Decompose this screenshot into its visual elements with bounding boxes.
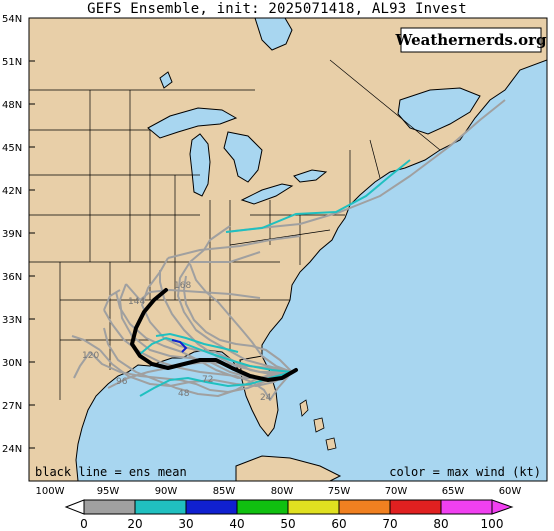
forecast-hour-label: 96	[116, 377, 128, 387]
colorbar-segment	[338, 499, 391, 515]
colorbar-tick: 70	[382, 517, 397, 531]
lake-superior	[147, 107, 238, 139]
lon-label: 60W	[499, 486, 522, 497]
colorbar-tick: 20	[127, 517, 142, 531]
colorbar-segment	[440, 499, 493, 515]
forecast-hour-label: 120	[82, 351, 99, 361]
colorbar-segment	[83, 499, 136, 515]
colorbar-tick: 80	[433, 517, 448, 531]
lat-label: 42N	[2, 186, 22, 197]
forecast-hour-label: 168	[174, 281, 191, 291]
lat-label: 30N	[2, 358, 22, 369]
graticule-ticks	[29, 18, 35, 449]
watermark-text: Weathernerds.org	[394, 31, 547, 49]
bahamas-land	[299, 399, 337, 451]
forecast-hour-label: 48	[178, 389, 190, 399]
map-frame	[28, 17, 548, 482]
lon-label: 85W	[213, 486, 236, 497]
cuba-land	[235, 455, 342, 481]
watermark-box	[400, 27, 542, 53]
colorbar-tick: 60	[331, 517, 346, 531]
colorbar-tick: 30	[178, 517, 193, 531]
lon-label: 80W	[271, 486, 294, 497]
lon-label: 65W	[442, 486, 465, 497]
ensemble-mean-track	[130, 288, 298, 382]
forecast-hour-label: 72	[202, 375, 213, 385]
forecast-hour-label: 24	[260, 393, 272, 403]
lon-label: 75W	[328, 486, 351, 497]
lake-huron	[223, 131, 263, 183]
lat-label: 51N	[2, 57, 22, 68]
lat-label: 45N	[2, 143, 22, 154]
max-wind-legend: color = max wind (kt)	[389, 465, 541, 479]
colorbar-segment	[185, 499, 238, 515]
lon-label: 70W	[385, 486, 408, 497]
lon-label: 100W	[36, 486, 65, 497]
colorbar-segment	[287, 499, 340, 515]
lake-erie	[240, 183, 294, 205]
colorbar-tick: 50	[280, 517, 295, 531]
lat-label: 54N	[2, 14, 22, 25]
gulf-st-lawrence	[397, 87, 481, 135]
ens-mean-legend: black line = ens mean	[35, 465, 187, 479]
lat-label: 36N	[2, 272, 22, 283]
lake-ontario	[293, 169, 328, 183]
lon-label: 90W	[155, 486, 178, 497]
map-title: GEFS Ensemble, init: 2025071418, AL93 In…	[87, 1, 467, 17]
lat-label: 48N	[2, 100, 22, 111]
colorbar-segment	[236, 499, 289, 515]
colorbar-tick: 40	[229, 517, 244, 531]
lake-michigan	[189, 133, 211, 197]
wind-colorbar: 0 20 30 40 50 60 70 80 100	[64, 499, 514, 531]
lake-nipigon	[159, 71, 173, 89]
lon-label: 95W	[97, 486, 120, 497]
colorbar-max-arrow	[491, 499, 514, 515]
colorbar-tick: 0	[80, 517, 88, 531]
james-bay	[254, 18, 293, 51]
lat-label: 39N	[2, 229, 22, 240]
lat-label: 24N	[2, 444, 22, 455]
forecast-hour-label: 144	[128, 297, 145, 307]
colorbar-segment	[389, 499, 442, 515]
lat-label: 27N	[2, 401, 22, 412]
colorbar-min-arrow	[64, 499, 85, 515]
colorbar-tick: 100	[481, 517, 504, 531]
colorbar-segment	[134, 499, 187, 515]
lat-label: 33N	[2, 315, 22, 326]
